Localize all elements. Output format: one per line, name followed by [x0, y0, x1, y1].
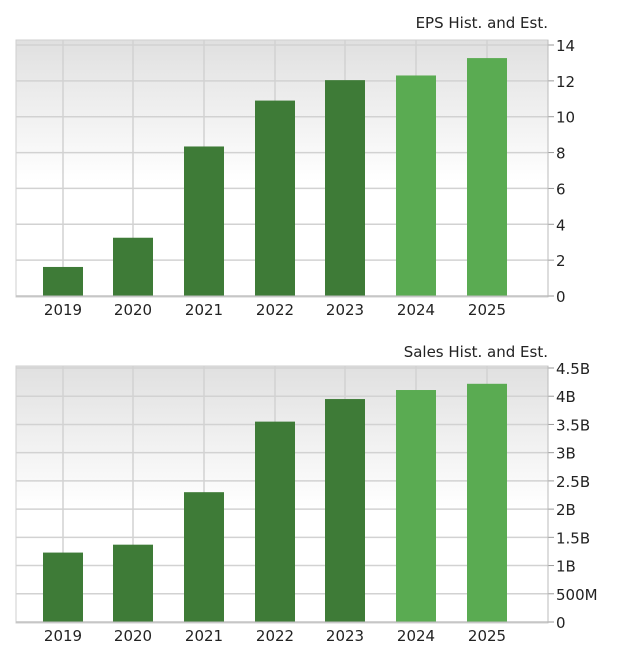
y-tick-label: 0	[556, 288, 566, 306]
bar-2022	[255, 421, 295, 622]
bar-2022	[255, 100, 295, 296]
sales-chart: Sales Hist. and Est. 0 500M 1B 1.5B 2B 2.5B 3B 3…	[15, 343, 598, 645]
x-tick-label: 2020	[114, 301, 152, 319]
y-tick-label: 3.5B	[556, 416, 590, 434]
y-tick-label: 14	[556, 37, 575, 55]
y-tick-label: 1.5B	[556, 529, 590, 547]
bar-2025	[467, 58, 507, 296]
bar-2024	[396, 390, 436, 622]
chart-title: EPS Hist. and Est.	[416, 14, 548, 32]
bar-2021	[184, 146, 224, 296]
x-tick-label: 2021	[185, 627, 223, 645]
x-tick-label: 2025	[468, 627, 506, 645]
eps-chart: EPS Hist. and Est. 0 2 4 6 8 10 12 14 2019 2020 202…	[15, 14, 575, 319]
y-tick-label: 2B	[556, 501, 576, 519]
x-tick-label: 2024	[397, 627, 435, 645]
y-tick-label: 12	[556, 73, 575, 91]
y-tick-label: 0	[556, 614, 566, 632]
bar-2023	[325, 399, 365, 622]
x-tick-label: 2021	[185, 301, 223, 319]
y-tick-label: 10	[556, 109, 575, 127]
bar-2021	[184, 492, 224, 622]
x-tick-label: 2020	[114, 627, 152, 645]
x-tick-label: 2025	[468, 301, 506, 319]
y-tick-label: 500M	[556, 586, 598, 604]
bar-2019	[43, 266, 83, 296]
y-tick-label: 2	[556, 252, 566, 270]
y-tick-label: 4B	[556, 388, 576, 406]
y-tick-label: 4.5B	[556, 360, 590, 378]
x-tick-label: 2019	[44, 301, 82, 319]
y-tick-label: 6	[556, 180, 566, 198]
y-tick-label: 4	[556, 216, 566, 234]
bar-2020	[113, 237, 153, 296]
bar-2023	[325, 80, 365, 296]
y-tick-label: 3B	[556, 445, 576, 463]
x-tick-label: 2019	[44, 627, 82, 645]
x-tick-label: 2023	[326, 627, 364, 645]
chart-title: Sales Hist. and Est.	[404, 343, 548, 361]
bar-2020	[113, 544, 153, 622]
bar-2019	[43, 552, 83, 622]
x-tick-label: 2024	[397, 301, 435, 319]
x-tick-label: 2023	[326, 301, 364, 319]
y-tick-label: 2.5B	[556, 473, 590, 491]
x-tick-label: 2022	[256, 301, 294, 319]
x-tick-label: 2022	[256, 627, 294, 645]
y-tick-label: 1B	[556, 558, 576, 576]
bar-2024	[396, 75, 436, 296]
y-tick-label: 8	[556, 145, 566, 163]
bar-2025	[467, 383, 507, 622]
